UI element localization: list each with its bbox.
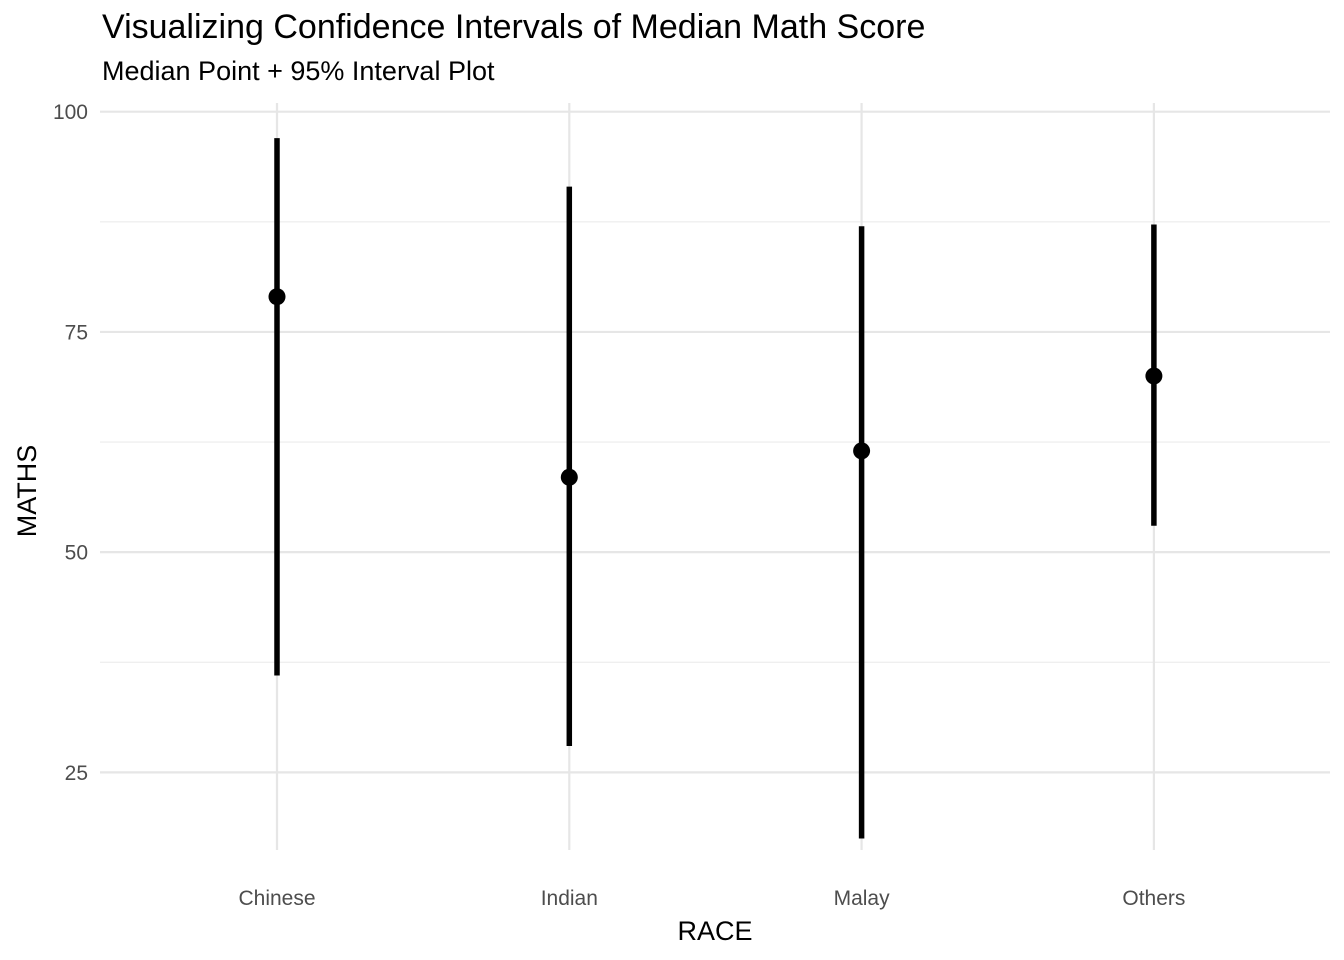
chart-title: Visualizing Confidence Intervals of Medi… — [102, 8, 926, 46]
x-tick-label: Malay — [834, 887, 891, 910]
median-point-malay — [853, 442, 871, 460]
minor-gridlines — [100, 221, 1330, 663]
interval-lines — [274, 138, 1157, 839]
median-point-indian — [560, 468, 578, 486]
median-point-others — [1145, 367, 1163, 385]
median-points — [268, 288, 1163, 486]
y-tick-label: 100 — [53, 101, 88, 124]
y-tick-label: 25 — [65, 762, 88, 785]
x-tick-label: Others — [1122, 887, 1185, 910]
median-point-chinese — [268, 288, 286, 306]
x-tick-labels: Chinese Indian Malay Others — [238, 887, 1185, 910]
y-tick-labels: 25 50 75 100 — [53, 101, 88, 785]
chart-subtitle: Median Point + 95% Interval Plot — [102, 56, 495, 86]
x-tick-label: Indian — [541, 887, 598, 910]
x-axis-title: RACE — [677, 916, 752, 946]
x-tick-label: Chinese — [238, 887, 315, 910]
y-tick-label: 50 — [65, 542, 88, 565]
y-tick-label: 75 — [65, 321, 88, 344]
x-gridlines — [275, 103, 1156, 850]
major-gridlines — [100, 110, 1330, 774]
y-axis-title: MATHS — [12, 445, 42, 538]
